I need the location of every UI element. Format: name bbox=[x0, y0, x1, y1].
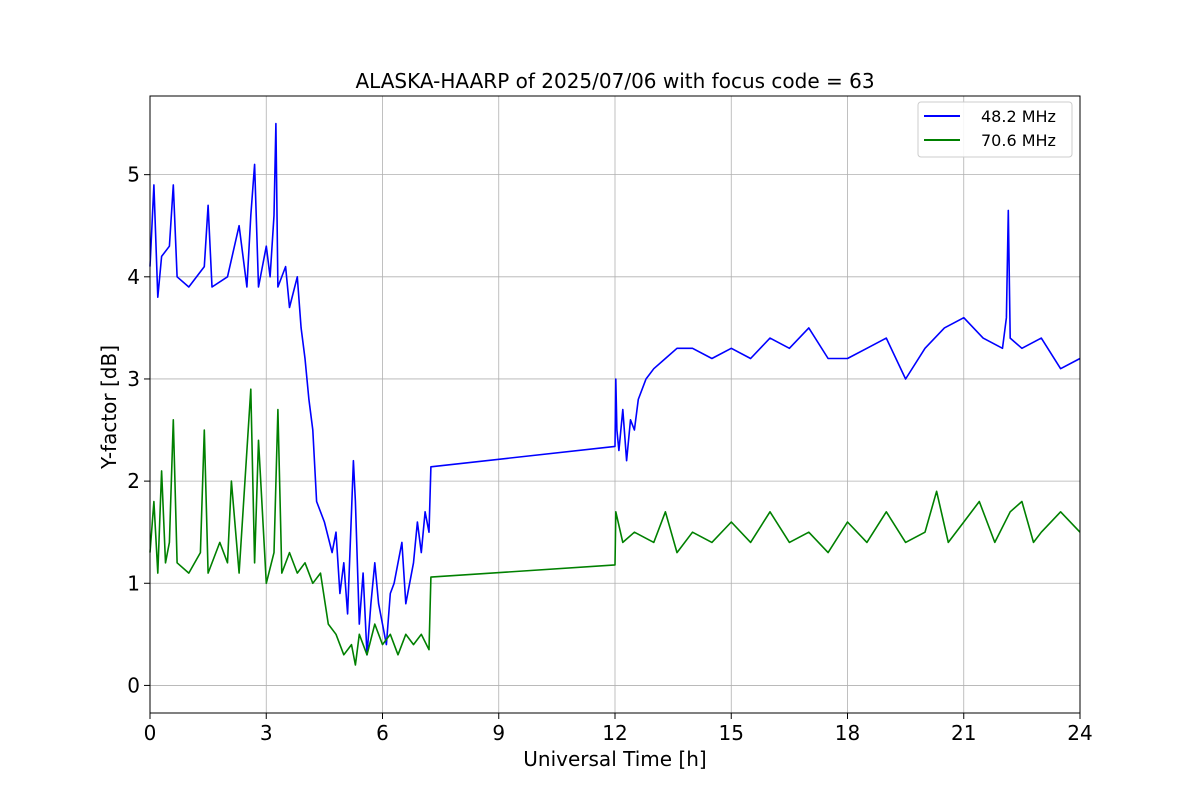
chart-title: ALASKA-HAARP of 2025/07/06 with focus co… bbox=[355, 69, 874, 93]
x-tick-label: 6 bbox=[376, 721, 389, 745]
y-tick-label: 2 bbox=[127, 469, 140, 493]
legend: 48.2 MHz 70.6 MHz bbox=[917, 101, 1073, 158]
x-axis-label: Universal Time [h] bbox=[523, 747, 706, 771]
y-tick-label: 0 bbox=[127, 673, 140, 697]
x-tick-label: 12 bbox=[602, 721, 627, 745]
legend-label-48mhz: 48.2 MHz bbox=[981, 107, 1056, 126]
x-tick-label: 9 bbox=[492, 721, 505, 745]
x-tick-label: 0 bbox=[144, 721, 157, 745]
x-tick-label: 18 bbox=[835, 721, 860, 745]
y-tick-label: 4 bbox=[127, 265, 140, 289]
y-tick-label: 3 bbox=[127, 367, 140, 391]
x-tick-label: 3 bbox=[260, 721, 273, 745]
x-tick-label: 24 bbox=[1067, 721, 1092, 745]
x-tick-label: 21 bbox=[951, 721, 976, 745]
y-tick-label: 5 bbox=[127, 163, 140, 187]
legend-label-70mhz: 70.6 MHz bbox=[981, 131, 1056, 150]
y-tick-label: 1 bbox=[127, 571, 140, 595]
y-axis-label: Y-factor [dB] bbox=[97, 345, 121, 470]
data-series bbox=[149, 122, 1081, 666]
series-line-0 bbox=[149, 122, 1081, 656]
series-line-1 bbox=[149, 388, 1081, 666]
x-tick-label: 15 bbox=[719, 721, 744, 745]
